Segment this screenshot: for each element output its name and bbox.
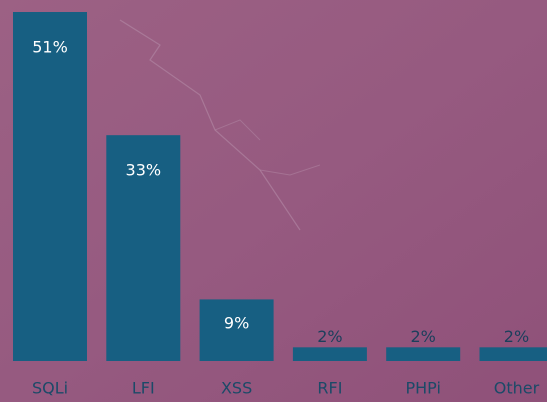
value-label: 2%: [504, 327, 529, 346]
lightning-decoration: [119, 19, 301, 231]
value-label: 33%: [126, 161, 162, 180]
bar: [106, 135, 181, 361]
x-tick-label: PHPi: [405, 379, 440, 398]
x-tick-label: Other: [494, 379, 540, 398]
plot: 51% SQLi 33% LFI 9% XSS 2% RFI 2% PHPi 2% Other: [13, 12, 547, 398]
bar: [479, 347, 547, 361]
bar: [13, 12, 87, 361]
lightning-decoration: [214, 119, 321, 176]
bar: [199, 299, 274, 361]
value-label: 2%: [411, 327, 436, 346]
x-tick-label: SQLi: [32, 379, 68, 398]
x-tick-label: LFI: [132, 379, 155, 398]
x-tick-label: XSS: [221, 379, 252, 398]
value-label: 51%: [32, 38, 68, 57]
bar: [292, 347, 367, 361]
bar: [386, 347, 461, 361]
value-label: 9%: [224, 314, 249, 333]
x-tick-label: RFI: [317, 379, 342, 398]
value-label: 2%: [317, 327, 342, 346]
